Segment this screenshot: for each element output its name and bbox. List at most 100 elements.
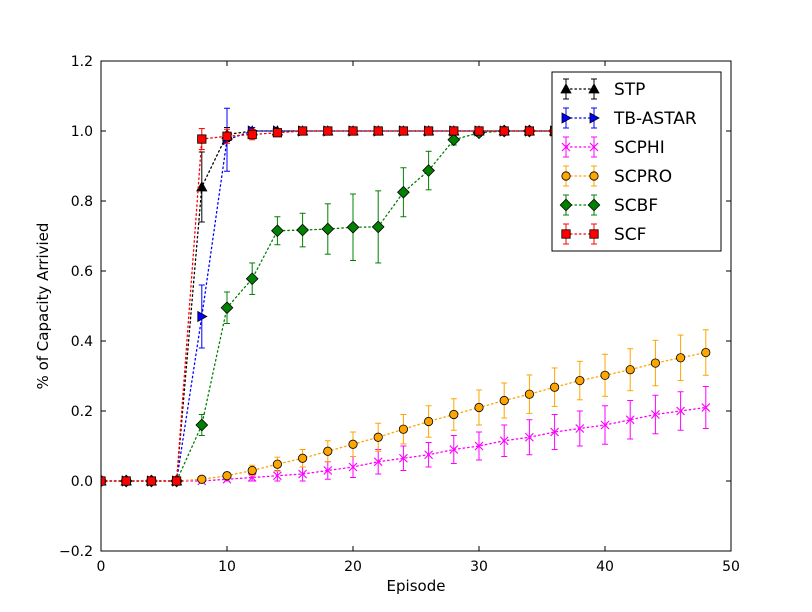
data-point xyxy=(321,222,335,236)
data-point xyxy=(222,471,232,481)
data-point xyxy=(600,370,610,380)
data-point xyxy=(348,462,358,472)
legend-marker xyxy=(589,112,600,124)
legend-marker xyxy=(589,229,599,239)
data-point xyxy=(271,224,284,238)
legend-marker xyxy=(589,171,599,181)
data-point xyxy=(195,418,209,432)
data-point xyxy=(550,427,560,437)
data-point xyxy=(499,126,509,136)
data-point xyxy=(298,469,308,479)
legend-label: TB-ASTAR xyxy=(613,109,697,129)
data-point xyxy=(220,301,234,315)
data-point xyxy=(499,395,509,406)
series-scpro xyxy=(101,329,711,486)
y-tick-label: 1.0 xyxy=(71,124,93,140)
legend-marker xyxy=(560,83,572,94)
data-point xyxy=(701,403,711,412)
legend-entry-scbf: SCBF xyxy=(559,194,658,216)
data-point xyxy=(272,471,282,481)
data-point xyxy=(323,466,333,475)
data-point xyxy=(625,365,635,375)
data-point xyxy=(575,375,585,386)
data-point xyxy=(449,445,459,454)
x-tick-label: 40 xyxy=(596,559,614,575)
y-tick-label: 0.0 xyxy=(71,474,93,490)
data-point xyxy=(650,410,660,419)
y-tick-label: 0.6 xyxy=(71,264,93,280)
data-point xyxy=(373,126,383,136)
data-point xyxy=(323,446,333,456)
data-point xyxy=(373,432,383,442)
legend-entry-scphi: SCPHI xyxy=(561,136,665,158)
data-point xyxy=(121,476,131,486)
legend-marker xyxy=(587,198,601,212)
data-point xyxy=(197,310,208,323)
data-point xyxy=(676,406,686,416)
data-point xyxy=(600,420,610,430)
data-point xyxy=(524,432,534,442)
data-point xyxy=(650,358,661,368)
data-point xyxy=(398,424,408,434)
y-tick-label: 0.2 xyxy=(71,404,93,420)
legend-marker xyxy=(588,83,600,94)
x-tick-label: 30 xyxy=(470,559,488,575)
data-point xyxy=(297,126,308,136)
data-point xyxy=(222,131,232,141)
y-tick-label: 0.8 xyxy=(71,194,93,210)
legend-label: SCBF xyxy=(614,196,658,216)
data-point xyxy=(424,450,434,460)
data-point xyxy=(348,439,358,449)
x-tick-label: 0 xyxy=(97,559,106,575)
data-point xyxy=(474,402,484,413)
legend-marker xyxy=(559,198,573,212)
plot-area: 0 10 20 30 40 50 −0.2 0.0 0.2 0.4 0.6 0.8 1.0 1.2 STP T… xyxy=(59,54,740,575)
data-point xyxy=(197,134,207,144)
y-tick-label: 0.4 xyxy=(71,334,93,350)
data-point xyxy=(197,474,207,484)
legend-label: SCF xyxy=(614,225,646,245)
data-point xyxy=(346,220,360,234)
data-point xyxy=(247,465,257,476)
x-tick-label: 20 xyxy=(344,559,362,575)
data-point xyxy=(398,126,409,136)
data-point xyxy=(247,473,257,482)
data-point xyxy=(348,126,358,136)
data-point xyxy=(272,128,283,138)
data-point xyxy=(196,181,208,192)
data-point xyxy=(625,415,635,425)
data-point xyxy=(423,416,434,427)
data-point xyxy=(422,164,435,177)
data-point xyxy=(423,126,434,136)
data-point xyxy=(499,436,509,446)
data-point xyxy=(373,457,383,467)
data-point xyxy=(524,126,535,136)
legend-marker xyxy=(561,229,571,239)
y-tick-label: −0.2 xyxy=(59,544,93,560)
data-point xyxy=(449,126,459,136)
data-point xyxy=(398,453,408,463)
legend-entry-scf: SCF xyxy=(561,223,646,245)
data-point xyxy=(549,382,560,392)
legend-label: STP xyxy=(614,80,645,100)
x-axis-label: Episode xyxy=(387,577,446,595)
data-point xyxy=(171,476,182,486)
legend-marker xyxy=(589,142,599,152)
x-tick-label: 50 xyxy=(722,559,740,575)
data-point xyxy=(297,453,308,463)
y-axis-label: % of Capacity Arrivied xyxy=(34,223,52,390)
data-point xyxy=(397,185,410,199)
legend-frame xyxy=(551,71,722,252)
data-point xyxy=(675,353,686,363)
data-point xyxy=(701,347,711,358)
data-point xyxy=(272,459,282,469)
data-point xyxy=(371,220,385,234)
axes-frame xyxy=(100,60,732,552)
data-point xyxy=(474,441,484,451)
legend-marker xyxy=(561,142,571,152)
data-point xyxy=(245,272,259,286)
data-point xyxy=(474,126,484,136)
data-point xyxy=(296,223,309,237)
data-point xyxy=(146,476,156,486)
data-point xyxy=(247,129,257,140)
